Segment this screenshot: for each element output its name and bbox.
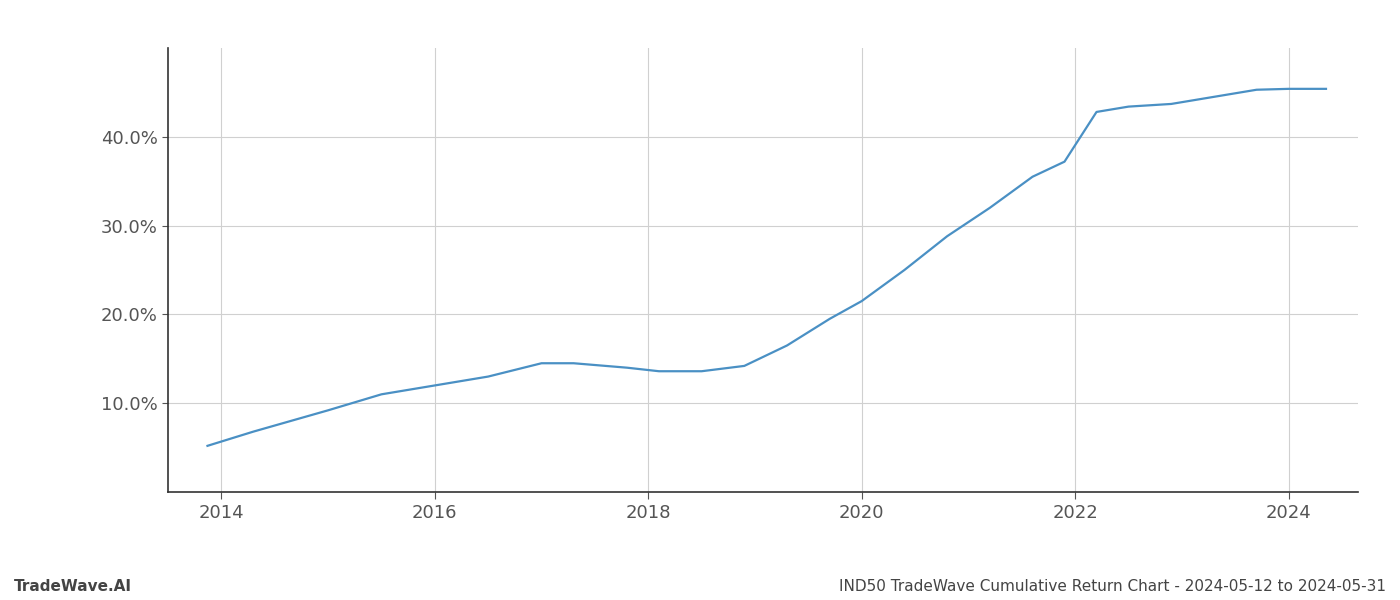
Text: TradeWave.AI: TradeWave.AI <box>14 579 132 594</box>
Text: IND50 TradeWave Cumulative Return Chart - 2024-05-12 to 2024-05-31: IND50 TradeWave Cumulative Return Chart … <box>839 579 1386 594</box>
